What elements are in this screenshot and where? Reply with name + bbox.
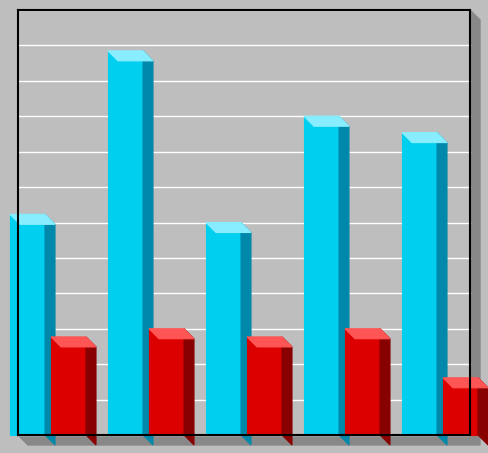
Polygon shape: [402, 133, 447, 143]
Polygon shape: [86, 337, 96, 445]
Polygon shape: [10, 214, 55, 224]
Polygon shape: [437, 133, 447, 445]
Polygon shape: [443, 378, 488, 388]
Polygon shape: [241, 222, 251, 445]
Bar: [51, 337, 86, 435]
Bar: [443, 378, 478, 435]
Polygon shape: [51, 337, 96, 347]
Polygon shape: [108, 51, 153, 61]
Bar: [149, 329, 184, 435]
Polygon shape: [478, 378, 488, 445]
Bar: [345, 329, 380, 435]
Bar: [108, 51, 143, 435]
Polygon shape: [206, 222, 251, 232]
Polygon shape: [149, 329, 194, 339]
Bar: [304, 116, 339, 435]
Polygon shape: [345, 329, 390, 339]
Bar: [247, 337, 282, 435]
Polygon shape: [282, 337, 292, 445]
Polygon shape: [143, 51, 153, 445]
Polygon shape: [45, 214, 55, 445]
Polygon shape: [304, 116, 349, 126]
Polygon shape: [339, 116, 349, 445]
Polygon shape: [18, 435, 480, 445]
Bar: [206, 222, 241, 435]
Bar: [402, 133, 437, 435]
Polygon shape: [380, 329, 390, 445]
Polygon shape: [184, 329, 194, 445]
Bar: [10, 214, 45, 435]
Polygon shape: [470, 10, 480, 445]
Polygon shape: [247, 337, 292, 347]
